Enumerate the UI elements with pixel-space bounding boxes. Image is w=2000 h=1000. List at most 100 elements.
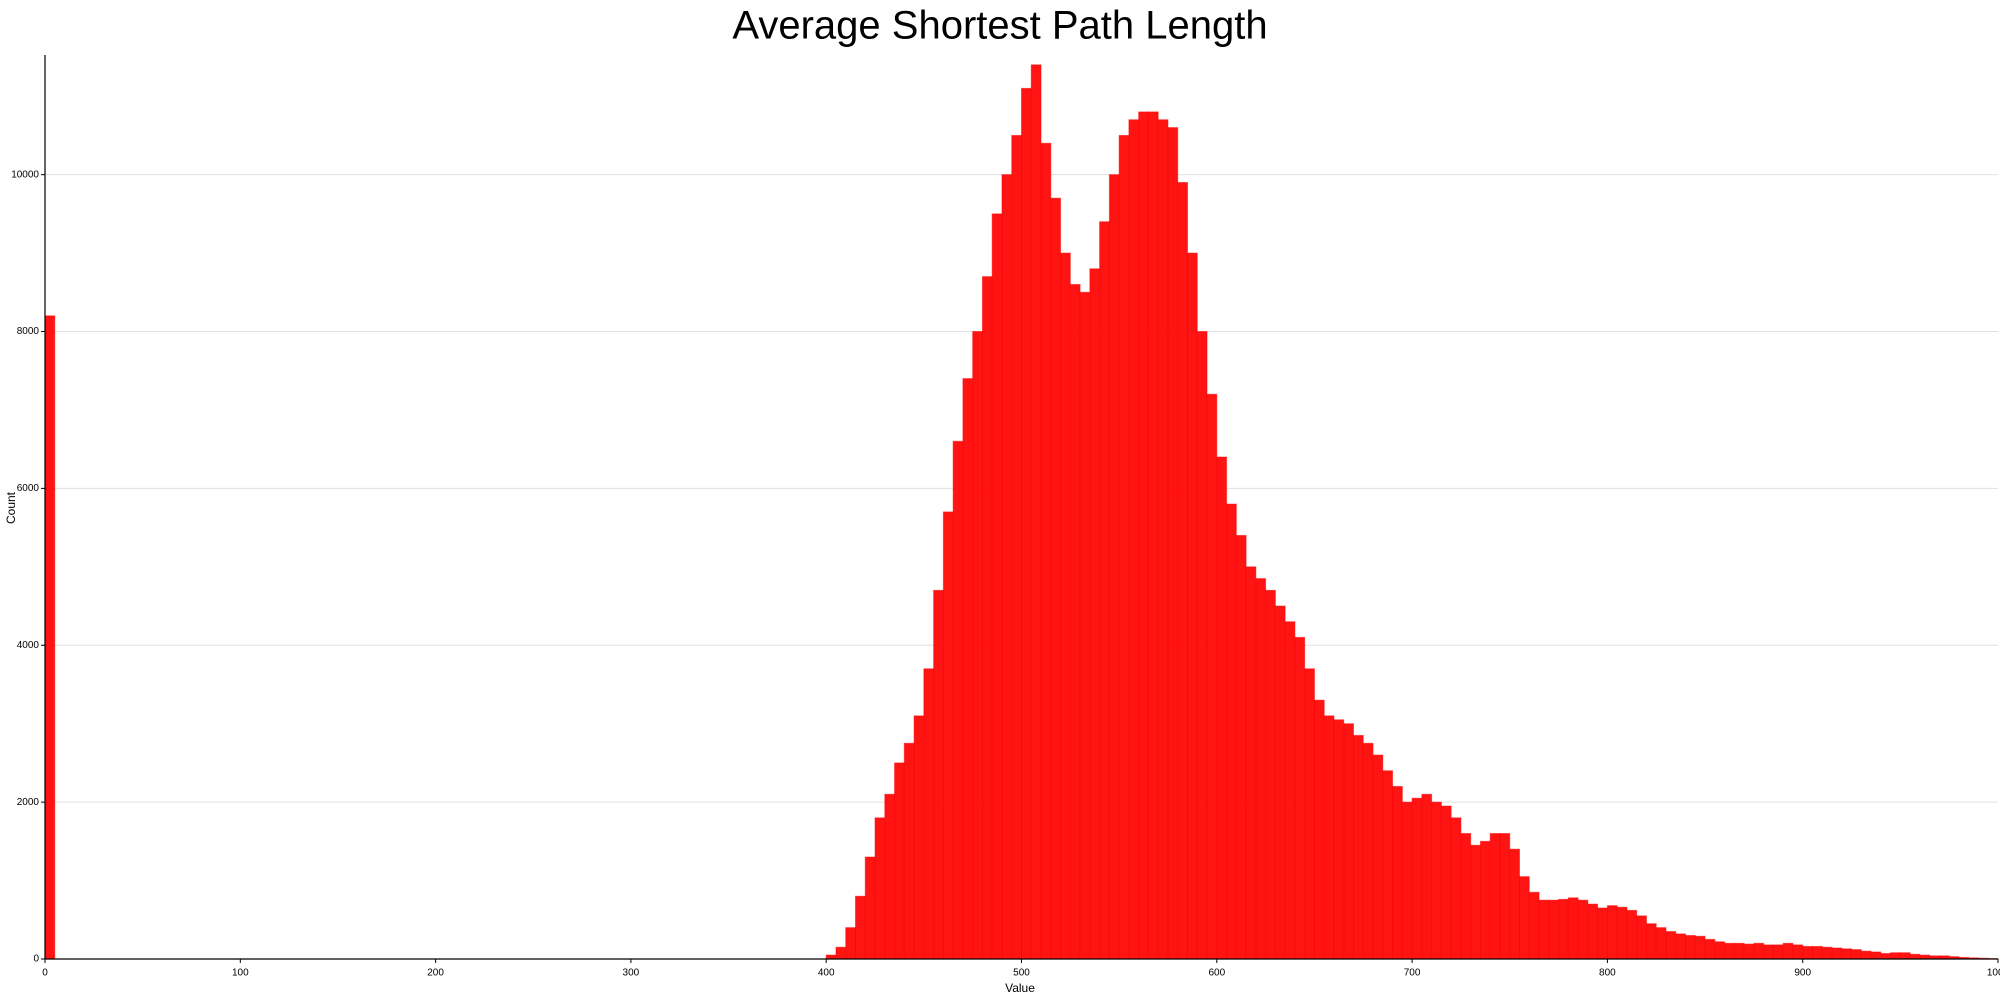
bar [1743,943,1755,960]
bar [1724,942,1735,960]
x-tick-label: 1000 [1987,968,2000,979]
bar [1665,931,1677,960]
bar [1401,801,1413,960]
x-tick-label: 800 [1599,968,1616,979]
bar [913,715,925,960]
bar [1245,566,1257,960]
bar [1597,907,1608,960]
y-tick-label: 6000 [17,483,40,494]
bar [1431,801,1442,960]
bar [1890,952,1901,960]
x-tick-label: 700 [1404,968,1421,979]
bar [1040,142,1052,960]
bar [1265,589,1276,960]
bar [1802,945,1813,960]
bar [1138,111,1149,960]
bar [874,817,886,960]
bar [1870,951,1882,960]
bars [44,64,1999,960]
bar [1645,923,1657,960]
x-tick-label: 900 [1794,968,1811,979]
bar [1362,742,1374,960]
bar [1196,331,1208,960]
bar [1763,944,1774,960]
bar [1001,174,1013,960]
bar [1714,941,1726,960]
bar [1811,945,1823,960]
bar [1626,909,1638,960]
bar [1899,952,1911,960]
bar [1187,252,1198,960]
y-tick-label: 2000 [17,797,40,808]
bar [884,793,896,960]
x-tick-label: 400 [818,968,835,979]
bar [1548,899,1560,960]
bar [942,511,954,960]
bar [1460,833,1472,960]
bar [991,213,1003,960]
bar [1323,715,1335,960]
bar [1050,197,1062,960]
bar [1128,119,1140,960]
x-tick-label: 0 [42,968,48,979]
bar [1675,933,1687,960]
bar [1489,833,1501,960]
bar [1421,793,1433,960]
bar [933,589,944,960]
bar [1284,621,1296,960]
bar [1226,503,1237,960]
bar [1235,534,1247,960]
bar [1821,946,1833,960]
bar [1694,935,1706,960]
bar [894,762,905,960]
bar [1636,915,1647,960]
bar [981,276,993,960]
bar [1567,897,1579,960]
bar [1450,817,1462,960]
bar [1470,844,1481,960]
bar [1304,668,1315,960]
bar [1255,578,1267,960]
y-tick-label: 8000 [17,326,40,337]
bar [1011,134,1022,960]
bar [1538,899,1550,960]
y-tick-label: 4000 [17,640,40,651]
bar [1499,833,1511,960]
bar [1704,938,1716,960]
bar [1528,891,1540,960]
bar [1099,221,1110,960]
x-axis-label: Value [1005,981,1035,995]
bar [1792,944,1804,960]
bar [854,895,866,960]
bar [1440,805,1452,960]
bar [1519,876,1530,960]
bar [1860,950,1872,960]
bar [1851,949,1862,960]
y-tick-label: 10000 [11,169,39,180]
bar [1030,64,1042,960]
bar [1333,719,1345,960]
bar [1587,903,1599,960]
bar [1479,840,1491,960]
x-tick-label: 600 [1208,968,1225,979]
bar [1577,899,1589,960]
bar [1841,948,1853,960]
bar [1782,942,1794,960]
x-tick-label: 300 [623,968,640,979]
bar [1021,87,1032,960]
bar [1733,942,1745,960]
bar [1167,127,1179,960]
bar [1313,699,1325,960]
bar [44,315,56,960]
bar [1880,953,1892,960]
bar [1831,947,1843,960]
bar [1108,174,1120,960]
bar [1411,797,1423,960]
x-tick-label: 200 [427,968,444,979]
bar [1685,934,1696,960]
bar [1772,944,1784,960]
bar [903,742,915,960]
bar [962,378,974,960]
bar [1069,283,1081,960]
